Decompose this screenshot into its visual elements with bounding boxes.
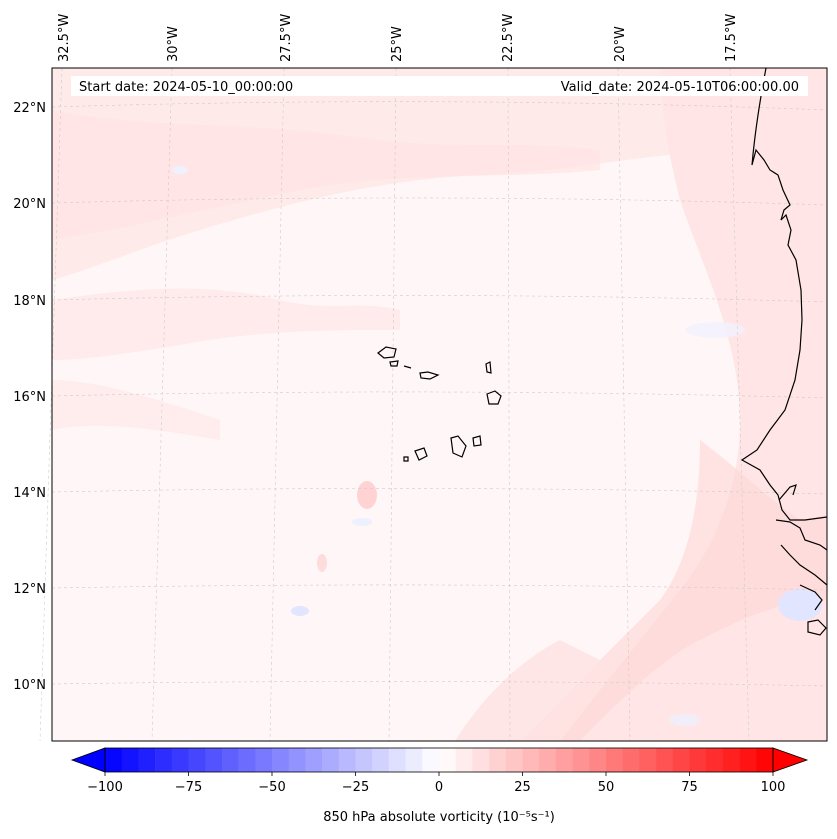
colorbar-min-extend (70, 747, 106, 773)
colorbar-segment (572, 748, 590, 772)
colorbar-segment (155, 748, 173, 772)
colorbar-tick-label: −25 (342, 780, 369, 795)
colorbar-segment (405, 748, 423, 772)
colorbar-segment (639, 748, 657, 772)
colorbar-segment (739, 748, 757, 772)
lon-label: 20°W (613, 26, 628, 62)
colorbar-segment (138, 748, 156, 772)
lat-label: 14°N (13, 486, 46, 501)
colorbar-segment (288, 748, 306, 772)
colorbar-tick-label: 75 (681, 780, 698, 795)
colorbar-segment (205, 748, 223, 772)
colorbar-segment (105, 748, 122, 772)
lat-label: 22°N (13, 101, 46, 116)
lon-label: 22.5°W (501, 14, 516, 62)
colorbar: −100 −75 −50 −25 0 25 50 75 100 850 hPa absolute… (70, 747, 809, 825)
lat-label: 18°N (13, 294, 46, 309)
header-bar (71, 76, 808, 96)
colorbar-segment (606, 748, 623, 772)
colorbar-segment (689, 748, 707, 772)
colorbar-segment (388, 748, 406, 772)
cape-verde-islands (377, 346, 502, 462)
gridlines (39, 67, 828, 742)
colorbar-segment (489, 748, 507, 772)
colorbar-tick-label: 25 (514, 780, 531, 795)
colorbar-segment (455, 748, 473, 772)
valid-date-label: Valid_date: 2024-05-10T06:00:00.00 (561, 80, 799, 95)
colorbar-segment (255, 748, 273, 772)
colorbar-segment (656, 748, 674, 772)
colorbar-segment (305, 748, 323, 772)
lat-label: 10°N (13, 678, 46, 693)
colorbar-segment (322, 748, 340, 772)
colorbar-tick-label: 100 (761, 780, 786, 795)
colorbar-tick-label: −50 (258, 780, 285, 795)
colorbar-tick-label: 50 (598, 780, 615, 795)
colorbar-segment (522, 748, 540, 772)
latitude-labels: 22°N 20°N 18°N 16°N 14°N 12°N 10°N (13, 101, 46, 693)
colorbar-ticks: −100 −75 −50 −25 0 25 50 75 100 (87, 772, 785, 795)
lon-label: 25°W (390, 26, 405, 62)
lat-label: 12°N (13, 582, 46, 597)
start-date-label: Start date: 2024-05-10_00:00:00 (79, 80, 293, 95)
colorbar-segment (121, 748, 139, 772)
colorbar-segment (589, 748, 607, 772)
colorbar-segment (622, 748, 640, 772)
colorbar-segment (171, 748, 189, 772)
colorbar-tick-label: −100 (87, 780, 123, 795)
colorbar-label: 850 hPa absolute vorticity (10⁻⁵s⁻¹) (323, 810, 555, 825)
colorbar-max-extend (772, 747, 809, 773)
colorbar-segment (372, 748, 390, 772)
colorbar-segment (756, 748, 774, 772)
colorbar-segment (355, 748, 373, 772)
colorbar-segment (422, 748, 440, 772)
lon-label: 30°W (166, 26, 181, 62)
lon-label: 32.5°W (57, 14, 72, 62)
lon-label: 27.5°W (279, 14, 294, 62)
colorbar-segment (472, 748, 490, 772)
colorbar-segments (105, 748, 774, 772)
colorbar-tick-label: 0 (435, 780, 443, 795)
lat-label: 20°N (13, 197, 46, 212)
colorbar-segment (221, 748, 239, 772)
african-coastline (740, 67, 828, 636)
colorbar-segment (539, 748, 557, 772)
colorbar-segment (505, 748, 523, 772)
lon-label: 17.5°W (724, 14, 739, 62)
colorbar-segment (706, 748, 724, 772)
map-panel: Start date: 2024-05-10_00:00:00 Valid_da… (39, 67, 828, 742)
vorticity-field (52, 68, 827, 741)
colorbar-segment (188, 748, 206, 772)
lat-label: 16°N (13, 390, 46, 405)
map-frame (51, 67, 828, 742)
colorbar-segment (722, 748, 740, 772)
colorbar-tick-label: −75 (175, 780, 202, 795)
colorbar-segment (672, 748, 690, 772)
colorbar-segment (272, 748, 289, 772)
longitude-labels: 32.5°W 30°W 27.5°W 25°W 22.5°W 20°W 17.5… (57, 14, 739, 62)
colorbar-segment (439, 748, 456, 772)
colorbar-segment (238, 748, 256, 772)
colorbar-segment (338, 748, 356, 772)
colorbar-segment (555, 748, 573, 772)
